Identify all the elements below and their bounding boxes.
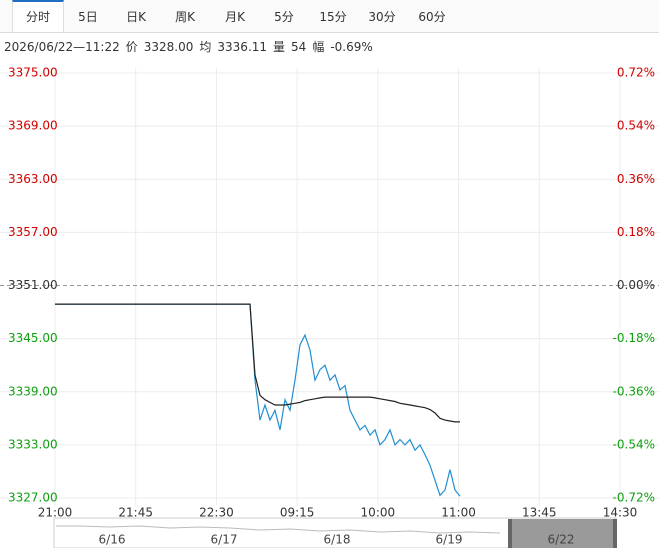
price: 3328.00 [143, 40, 194, 54]
navigator-date: 6/16 [99, 533, 126, 547]
change-label: 幅 [312, 40, 325, 54]
y-tick-label: 3357.00 [8, 225, 58, 239]
x-tick-label: 10:00 [361, 506, 396, 520]
y-tick-label: 3351.00 [8, 278, 58, 292]
y2-tick-label: 0.36% [617, 172, 655, 186]
y2-tick-label: 0.72% [617, 66, 655, 80]
tab[interactable]: 60分 [418, 10, 446, 24]
y2-tick-label: 0.18% [617, 225, 655, 239]
y2-tick-label: -0.36% [613, 384, 655, 398]
navigator-date: 6/19 [436, 533, 463, 547]
tab-bar: 分时 5日 日K 周K 月K 5分 15分 30分 60分 [0, 0, 659, 33]
x-tick-label: 21:45 [118, 506, 153, 520]
tab[interactable]: 5分 [274, 10, 294, 24]
x-tick-label: 11:00 [441, 506, 476, 520]
y-tick-label: 3333.00 [8, 437, 58, 451]
navigator-date: 6/22 [548, 533, 575, 547]
x-tick-label: 13:45 [522, 506, 557, 520]
volume: 54 [291, 40, 307, 54]
info-line: 2026/06/22—11:22 价 3328.00 均 3336.11 量 54 幅 -0.6… [4, 38, 379, 55]
y-tick-label: 3375.00 [8, 66, 58, 80]
y2-tick-label: -0.54% [613, 437, 655, 451]
series-line [55, 303, 461, 497]
x-tick-label: 21:00 [38, 506, 73, 520]
avg-label: 均 [199, 40, 212, 54]
y2-tick-label: 0.54% [617, 119, 655, 133]
y-tick-label: 3339.00 [8, 384, 58, 398]
tab[interactable]: 日K [126, 10, 146, 24]
y-tick-label: 3363.00 [8, 172, 58, 186]
x-tick-label: 22:30 [199, 506, 234, 520]
tab[interactable]: 分时 [12, 0, 64, 32]
y2-tick-label: -0.72% [613, 491, 655, 505]
y-tick-label: 3369.00 [8, 119, 58, 133]
x-tick-label: 09:15 [280, 506, 315, 520]
y-tick-label: 3345.00 [8, 331, 58, 345]
navigator-line [56, 525, 501, 534]
y2-tick-label: 0.00% [617, 278, 655, 292]
avg: 3336.11 [217, 40, 268, 54]
datetime: 2026/06/22—11:22 [4, 40, 120, 54]
tab[interactable]: 30分 [368, 10, 396, 24]
change: -0.69% [330, 40, 373, 54]
y-tick-label: 3327.00 [8, 491, 58, 505]
tab[interactable]: 5日 [78, 10, 98, 24]
navigator-handle[interactable] [508, 519, 512, 548]
navigator-selection[interactable] [510, 519, 615, 548]
tab[interactable]: 月K [225, 10, 245, 24]
price-label: 价 [125, 40, 138, 54]
x-tick-label: 14:30 [603, 506, 638, 520]
navigator-date: 6/18 [324, 533, 351, 547]
volume-label: 量 [273, 40, 286, 54]
navigator-handle[interactable] [613, 519, 617, 548]
y2-tick-label: -0.18% [613, 331, 655, 345]
series-line [55, 303, 460, 423]
tab[interactable]: 周K [175, 10, 195, 24]
navigator-date: 6/17 [211, 533, 238, 547]
tab[interactable]: 15分 [319, 10, 347, 24]
